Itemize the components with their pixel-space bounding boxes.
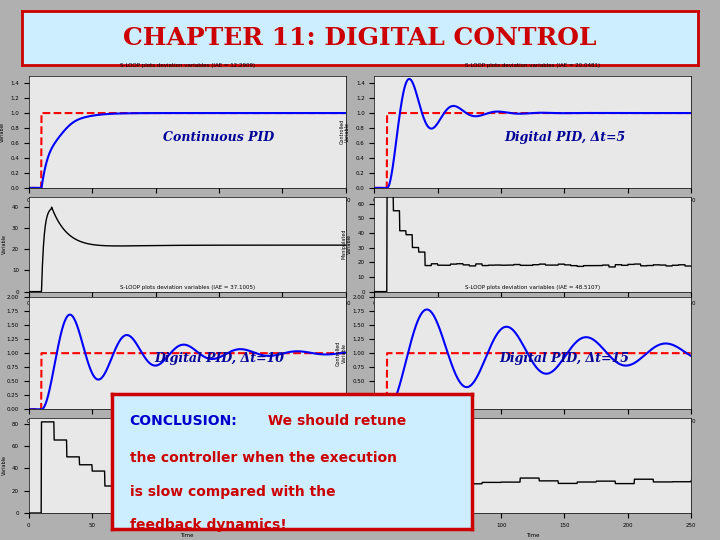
X-axis label: Time: Time bbox=[526, 312, 539, 317]
Title: S-LOOP plots deviation variables (IAE = 37.1005): S-LOOP plots deviation variables (IAE = … bbox=[120, 285, 255, 289]
Text: feedback dynamics!: feedback dynamics! bbox=[130, 518, 287, 532]
X-axis label: Time: Time bbox=[181, 430, 194, 435]
X-axis label: Time: Time bbox=[526, 534, 539, 538]
Text: the controller when the execution: the controller when the execution bbox=[130, 451, 397, 465]
Text: Digital PID, Δt=5: Digital PID, Δt=5 bbox=[504, 131, 625, 144]
Title: S-LOOP plots deviation variables (IAE = 20.0481): S-LOOP plots deviation variables (IAE = … bbox=[465, 63, 600, 68]
Y-axis label: Controlled
Variable: Controlled Variable bbox=[336, 341, 347, 366]
X-axis label: Time: Time bbox=[526, 430, 539, 435]
Text: Digital PID, Δt=15: Digital PID, Δt=15 bbox=[500, 352, 629, 365]
X-axis label: Time: Time bbox=[181, 534, 194, 538]
X-axis label: Time: Time bbox=[181, 312, 194, 317]
Title: S-LOOP plots deviation variables (IAE = 12.2909): S-LOOP plots deviation variables (IAE = … bbox=[120, 63, 255, 68]
Title: S-LOOP plots deviation variables (IAE = 48.5107): S-LOOP plots deviation variables (IAE = … bbox=[465, 285, 600, 289]
Y-axis label: Controlled
Variable: Controlled Variable bbox=[0, 341, 1, 366]
Y-axis label: Manipulated
Variable: Manipulated Variable bbox=[0, 450, 6, 481]
Text: CONCLUSION:: CONCLUSION: bbox=[130, 415, 238, 428]
Y-axis label: Manipulated
Variable: Manipulated Variable bbox=[341, 450, 352, 481]
X-axis label: Time: Time bbox=[526, 208, 539, 213]
Y-axis label: Controlled
Variable: Controlled Variable bbox=[0, 119, 5, 144]
Text: is slow compared with the: is slow compared with the bbox=[130, 485, 336, 498]
Text: Continuous PID: Continuous PID bbox=[163, 131, 274, 144]
Y-axis label: Manipulated
Variable: Manipulated Variable bbox=[341, 229, 352, 259]
Text: CHAPTER 11: DIGITAL CONTROL: CHAPTER 11: DIGITAL CONTROL bbox=[123, 26, 597, 50]
Y-axis label: Controlled
Variable: Controlled Variable bbox=[340, 119, 351, 144]
X-axis label: Time: Time bbox=[181, 208, 194, 213]
Text: We should retune: We should retune bbox=[263, 415, 406, 428]
Y-axis label: Manipulated
Variable: Manipulated Variable bbox=[0, 229, 6, 259]
Text: Digital PID, Δt=10: Digital PID, Δt=10 bbox=[154, 352, 284, 365]
